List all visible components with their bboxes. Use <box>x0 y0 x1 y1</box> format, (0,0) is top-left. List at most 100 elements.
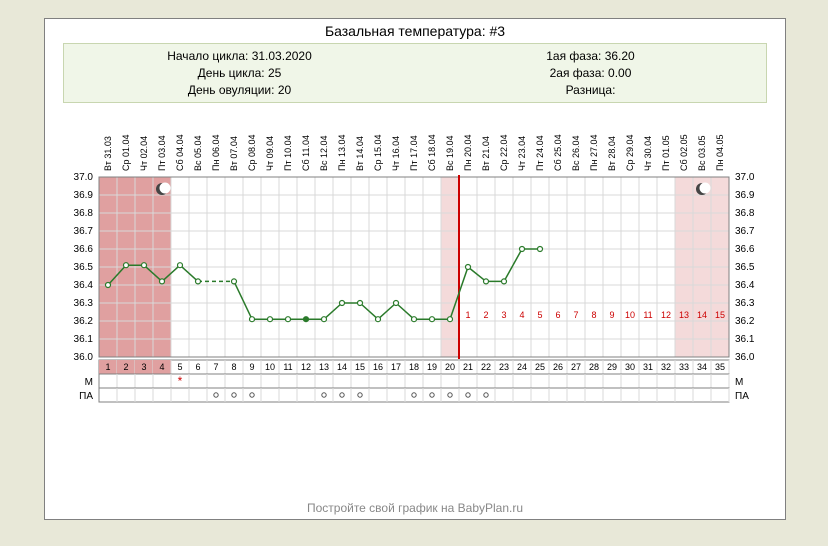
svg-text:13: 13 <box>679 310 689 320</box>
svg-text:26: 26 <box>553 362 563 372</box>
svg-text:6: 6 <box>195 362 200 372</box>
svg-text:14: 14 <box>697 310 707 320</box>
svg-text:36.6: 36.6 <box>74 244 94 255</box>
svg-text:36.6: 36.6 <box>735 244 755 255</box>
svg-text:10: 10 <box>625 310 635 320</box>
svg-text:31: 31 <box>643 362 653 372</box>
svg-text:36.2: 36.2 <box>735 316 755 327</box>
svg-text:8: 8 <box>591 310 596 320</box>
svg-text:2: 2 <box>123 362 128 372</box>
info-left-col: Начало цикла: 31.03.2020 День цикла: 25 … <box>64 48 415 98</box>
svg-text:36.8: 36.8 <box>735 208 755 219</box>
info-phase1: 1ая фаза: 36.20 <box>415 48 766 65</box>
svg-text:Пн 04.05: Пн 04.05 <box>715 135 725 171</box>
svg-text:Чт 09.04: Чт 09.04 <box>265 136 275 171</box>
svg-text:7: 7 <box>213 362 218 372</box>
svg-text:Сб 04.04: Сб 04.04 <box>175 134 185 171</box>
svg-text:Чт 16.04: Чт 16.04 <box>391 136 401 171</box>
svg-text:Ср 01.04: Ср 01.04 <box>121 134 131 171</box>
svg-text:Ср 08.04: Ср 08.04 <box>247 134 257 171</box>
svg-text:2: 2 <box>483 310 488 320</box>
svg-text:36.4: 36.4 <box>735 280 755 291</box>
svg-text:37.0: 37.0 <box>735 172 755 183</box>
svg-text:1: 1 <box>465 310 470 320</box>
svg-text:Вс 05.04: Вс 05.04 <box>193 135 203 171</box>
svg-text:Пн 20.04: Пн 20.04 <box>463 135 473 171</box>
svg-text:Вт 14.04: Вт 14.04 <box>355 136 365 171</box>
svg-text:3: 3 <box>141 362 146 372</box>
footer-text: Постройте свой график на BabyPlan.ru <box>45 501 785 515</box>
svg-text:Сб 18.04: Сб 18.04 <box>427 134 437 171</box>
svg-text:Пт 24.04: Пт 24.04 <box>535 135 545 171</box>
chart-svg: 37.037.036.936.936.836.836.736.736.636.6… <box>63 119 765 454</box>
svg-text:Чт 30.04: Чт 30.04 <box>643 136 653 171</box>
svg-text:Пт 03.04: Пт 03.04 <box>157 135 167 171</box>
info-right-col: 1ая фаза: 36.20 2ая фаза: 0.00 Разница: <box>415 48 766 98</box>
info-ovulation-day: День овуляции: 20 <box>64 82 415 99</box>
svg-text:6: 6 <box>555 310 560 320</box>
svg-text:21: 21 <box>463 362 473 372</box>
svg-text:10: 10 <box>265 362 275 372</box>
svg-text:Вс 26.04: Вс 26.04 <box>571 135 581 171</box>
svg-text:Вс 12.04: Вс 12.04 <box>319 135 329 171</box>
svg-text:15: 15 <box>355 362 365 372</box>
svg-text:ПА: ПА <box>79 391 93 402</box>
info-cycle-start: Начало цикла: 31.03.2020 <box>64 48 415 65</box>
svg-text:4: 4 <box>159 362 164 372</box>
svg-text:36.5: 36.5 <box>74 262 94 273</box>
svg-text:36.3: 36.3 <box>735 298 755 309</box>
svg-text:32: 32 <box>661 362 671 372</box>
svg-text:Вт 07.04: Вт 07.04 <box>229 136 239 171</box>
svg-text:36.7: 36.7 <box>74 226 94 237</box>
svg-text:Ср 22.04: Ср 22.04 <box>499 134 509 171</box>
svg-text:36.4: 36.4 <box>74 280 94 291</box>
svg-text:36.5: 36.5 <box>735 262 755 273</box>
svg-text:15: 15 <box>715 310 725 320</box>
svg-text:3: 3 <box>501 310 506 320</box>
svg-text:30: 30 <box>625 362 635 372</box>
svg-text:Пн 27.04: Пн 27.04 <box>589 135 599 171</box>
svg-text:9: 9 <box>609 310 614 320</box>
chart-area: 37.037.036.936.936.836.836.736.736.636.6… <box>63 119 765 454</box>
svg-text:22: 22 <box>481 362 491 372</box>
svg-text:9: 9 <box>249 362 254 372</box>
svg-text:Сб 11.04: Сб 11.04 <box>301 135 311 171</box>
svg-text:17: 17 <box>391 362 401 372</box>
svg-text:36.9: 36.9 <box>735 190 755 201</box>
svg-text:7: 7 <box>573 310 578 320</box>
svg-text:29: 29 <box>607 362 617 372</box>
svg-text:Сб 02.05: Сб 02.05 <box>679 134 689 171</box>
chart-panel: Базальная температура: #3 Начало цикла: … <box>44 18 786 520</box>
svg-text:Вс 03.05: Вс 03.05 <box>697 135 707 171</box>
svg-text:5: 5 <box>537 310 542 320</box>
svg-text:1: 1 <box>105 362 110 372</box>
svg-text:24: 24 <box>517 362 527 372</box>
svg-text:11: 11 <box>283 362 292 372</box>
svg-text:4: 4 <box>519 310 524 320</box>
svg-text:13: 13 <box>319 362 329 372</box>
info-box: Начало цикла: 31.03.2020 День цикла: 25 … <box>63 43 767 103</box>
svg-text:8: 8 <box>231 362 236 372</box>
svg-text:36.7: 36.7 <box>735 226 755 237</box>
info-cycle-day: День цикла: 25 <box>64 65 415 82</box>
svg-text:33: 33 <box>679 362 689 372</box>
svg-text:18: 18 <box>409 362 419 372</box>
svg-text:Ср 29.04: Ср 29.04 <box>625 134 635 171</box>
svg-text:27: 27 <box>571 362 581 372</box>
svg-text:36.9: 36.9 <box>74 190 94 201</box>
svg-text:36.0: 36.0 <box>74 352 94 363</box>
svg-text:М: М <box>735 377 743 388</box>
svg-text:23: 23 <box>499 362 509 372</box>
svg-text:ПА: ПА <box>735 391 749 402</box>
svg-text:5: 5 <box>177 362 182 372</box>
svg-text:36.8: 36.8 <box>74 208 94 219</box>
svg-text:25: 25 <box>535 362 545 372</box>
chart-title: Базальная температура: #3 <box>45 19 785 41</box>
svg-text:*: * <box>178 374 183 388</box>
svg-text:36.1: 36.1 <box>735 334 755 345</box>
svg-text:Пн 06.04: Пн 06.04 <box>211 135 221 171</box>
svg-text:36.2: 36.2 <box>74 316 94 327</box>
svg-text:16: 16 <box>373 362 383 372</box>
svg-text:Пт 10.04: Пт 10.04 <box>283 135 293 171</box>
svg-text:Чт 23.04: Чт 23.04 <box>517 136 527 171</box>
